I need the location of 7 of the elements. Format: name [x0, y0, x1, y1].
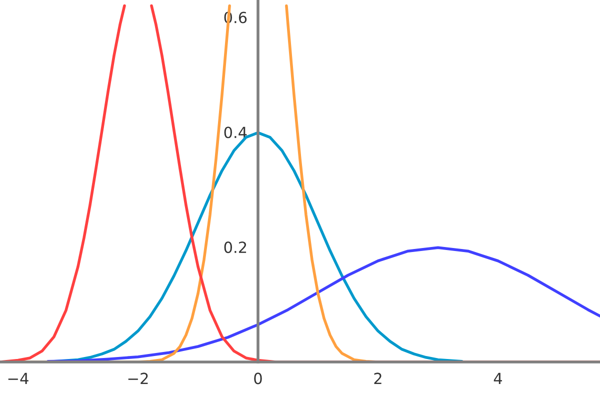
x-tick-label: −2: [128, 372, 148, 384]
y-tick-label: 0.2: [224, 242, 246, 254]
x-tick-label: 4: [494, 372, 502, 384]
x-tick-label: 0: [254, 372, 262, 384]
x-tick-label: 2: [374, 372, 382, 384]
x-tick-label: −4: [8, 372, 28, 384]
y-tick-label: 0.4: [224, 126, 247, 138]
